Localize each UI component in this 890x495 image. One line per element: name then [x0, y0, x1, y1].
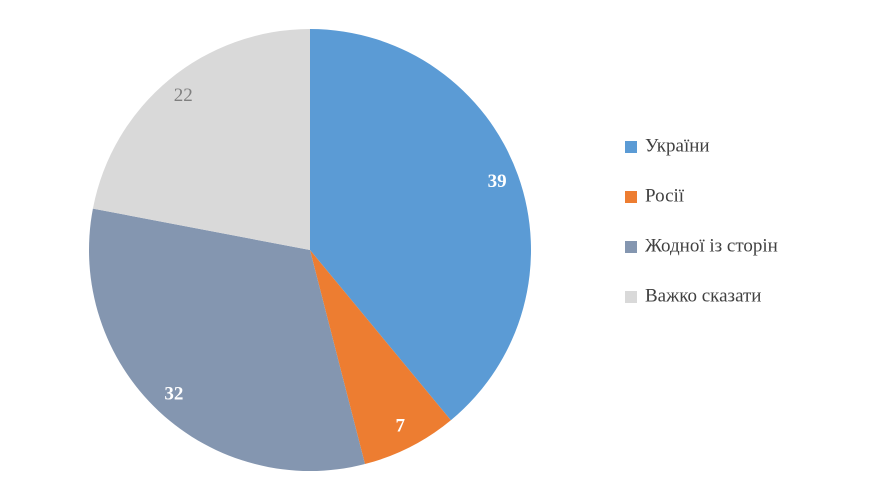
pie-slice [310, 250, 451, 465]
legend-swatch [625, 141, 637, 153]
legend-label: Росії [645, 185, 685, 206]
data-label: 39 [488, 171, 507, 192]
legend-label: Важко сказати [645, 285, 761, 306]
pie-slice [310, 29, 531, 421]
data-label: 7 [396, 416, 406, 437]
legend-swatch [625, 291, 637, 303]
legend-label: Жодної із сторін [645, 235, 778, 256]
legend-swatch [625, 191, 637, 203]
data-label: 32 [164, 383, 183, 404]
pie-slice [92, 29, 310, 250]
data-label: 22 [174, 85, 193, 106]
pie-slice [89, 208, 365, 472]
legend-swatch [625, 241, 637, 253]
legend-label: України [645, 135, 710, 156]
